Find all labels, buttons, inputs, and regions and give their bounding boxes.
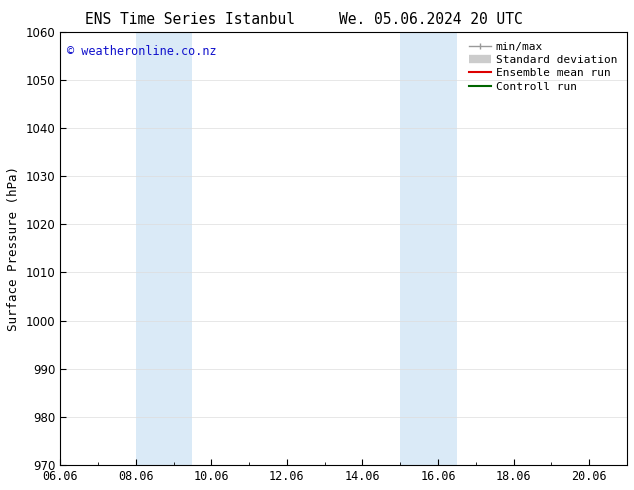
Text: We. 05.06.2024 20 UTC: We. 05.06.2024 20 UTC	[339, 12, 523, 27]
Legend: min/max, Standard deviation, Ensemble mean run, Controll run: min/max, Standard deviation, Ensemble me…	[465, 37, 621, 96]
Y-axis label: Surface Pressure (hPa): Surface Pressure (hPa)	[7, 166, 20, 331]
Bar	[136, 31, 192, 465]
Text: © weatheronline.co.nz: © weatheronline.co.nz	[67, 45, 217, 57]
Bar	[400, 31, 457, 465]
Text: ENS Time Series Istanbul: ENS Time Series Istanbul	[85, 12, 295, 27]
